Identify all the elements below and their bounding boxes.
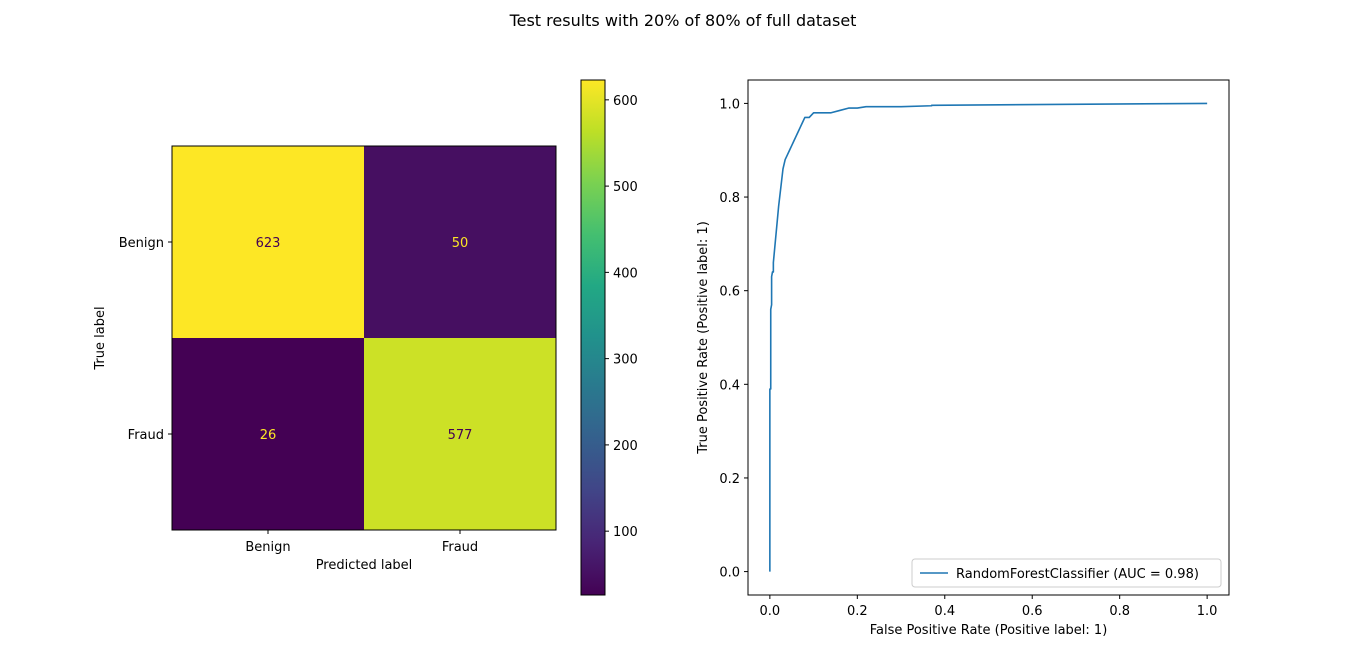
y-tick-label: 0.8 [719,191,740,206]
colorbar: 100 200 300 400 500 600 [580,79,638,596]
roc-curve-line [769,102,1208,572]
x-tick-label: 1.0 [1197,604,1218,619]
x-tick-label: Benign [245,540,290,555]
figure-title: Test results with 20% of 80% of full dat… [509,11,857,30]
y-axis-label: True label [93,306,108,370]
colorbar-tick-label: 300 [613,353,638,368]
plot-frame [747,79,1230,596]
matrix-cell [172,146,364,338]
x-tick-label: Fraud [442,540,478,555]
matrix-cell [364,146,556,338]
roc-curve-plot: 0.0 0.2 0.4 0.6 0.8 1.0 0.0 0.2 0.4 0.6 0.8 1.0 Fals… [696,79,1230,638]
y-tick-label: 0.4 [719,378,740,393]
y-tick-label: 0.0 [719,566,740,581]
cell-value-label: 50 [452,236,469,251]
y-tick-label: 0.2 [719,472,740,487]
x-tick-label: 0.8 [1109,604,1130,619]
x-tick-label: 0.6 [1022,604,1043,619]
y-tick-label: 0.6 [719,285,740,300]
x-tick-label: 0.2 [847,604,868,619]
x-axis-label: False Positive Rate (Positive label: 1) [870,623,1108,638]
colorbar-tick-label: 400 [613,266,638,281]
legend-entry-label: RandomForestClassifier (AUC = 0.98) [956,567,1199,582]
cell-value-label: 623 [256,236,281,251]
x-axis-label: Predicted label [316,558,413,573]
colorbar-tick-label: 500 [613,180,638,195]
colorbar-tick-label: 100 [613,525,638,540]
y-tick-label: Benign [119,236,164,251]
legend-box [911,558,1222,588]
cell-value-label: 26 [260,428,277,443]
colorbar-bar [580,79,606,596]
matrix-cell [172,338,364,530]
matrix-frame [171,145,557,531]
colorbar-tick-label: 600 [613,94,638,109]
confusion-matrix: 623 50 26 577 Benign Fraud Benign Fraud Predicte… [93,145,557,573]
x-tick-label: 0.0 [760,604,781,619]
y-tick-label: Fraud [128,428,164,443]
cell-value-label: 577 [448,428,473,443]
y-tick-label: 1.0 [719,97,740,112]
y-axis-label: True Positive Rate (Positive label: 1) [696,221,711,455]
matrix-cell [364,338,556,530]
colorbar-tick-label: 200 [613,439,638,454]
x-tick-label: 0.4 [934,604,955,619]
